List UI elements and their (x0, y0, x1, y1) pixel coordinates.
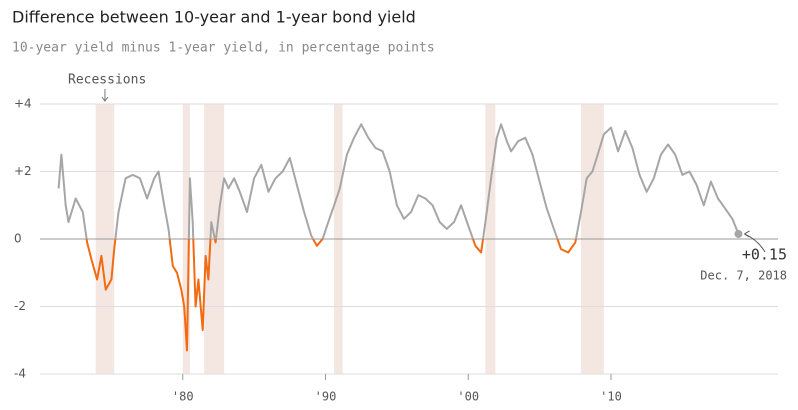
x-tick-label: '80 (172, 390, 194, 404)
y-tick-label: 0 (14, 232, 22, 246)
end-date-label: Dec. 7, 2018 (700, 269, 787, 283)
spread-line (57, 123, 740, 352)
chart-title: Difference between 10-year and 1-year bo… (12, 8, 416, 27)
y-tick-label: +4 (14, 97, 32, 111)
y-tick-label: +2 (14, 164, 32, 178)
x-tick-label: '10 (600, 390, 622, 404)
recession-arrowhead (101, 96, 109, 102)
annotation-arrowhead (744, 230, 750, 238)
x-tick-label: '00 (457, 390, 479, 404)
recession-label: Recessions (68, 73, 146, 88)
chart-subtitle: 10-year yield minus 1-year yield, in per… (12, 41, 435, 56)
y-tick-label: -4 (14, 367, 26, 381)
y-tick-label: -2 (14, 299, 26, 313)
end-point (734, 229, 743, 238)
x-tick-label: '90 (315, 390, 337, 404)
end-value-label: +0.15 (742, 246, 787, 264)
